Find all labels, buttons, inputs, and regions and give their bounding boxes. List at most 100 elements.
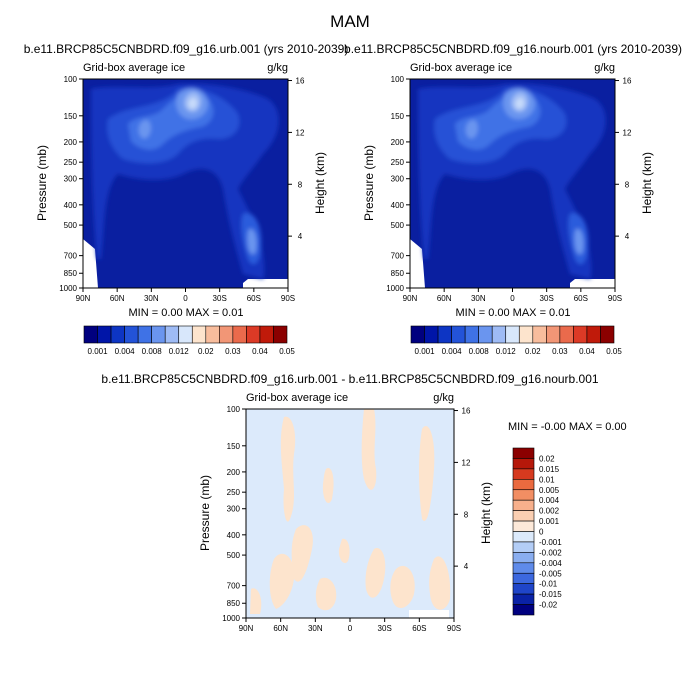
left-label-nourb: Grid-box average ice [410,62,512,74]
colorbar-box-nourb-1 [424,325,439,344]
colorbar-box-urb-5 [151,325,166,344]
colorbar-label-urb-0: 0.001 [88,347,109,356]
minmax-urb: MIN = 0.00 MAX = 0.01 [129,307,244,319]
y-tick-label-nourb-2: 200 [391,138,405,147]
h-tick-label-nourb-0: 16 [623,77,632,86]
x-tick-label-nourb-2: 30N [471,294,486,303]
y-tick-label-diff-3: 250 [227,488,241,497]
right-label-difference: g/kg [433,392,454,404]
y-tick-label-diff-4: 300 [227,505,241,514]
colorbar-box-diff-1 [512,458,535,470]
y-tick-label-nourb-9: 1000 [386,284,404,293]
y-tick-label-nourb-5: 400 [391,201,405,210]
y-tick-label-nourb-1: 150 [391,112,405,121]
colorbar-label-urb-5: 0.03 [225,347,241,356]
panel-difference: b.e11.BRCP85C5CNBDRD.f09_g16.urb.001 - b… [101,372,626,633]
colorbar-label-nourb-2: 0.008 [469,347,490,356]
colorbar-label-nourb-3: 0.012 [496,347,517,356]
right-label-nourb: g/kg [594,62,615,74]
y-tick-label-diff-7: 700 [227,582,241,591]
diff-positive-patches [250,409,451,614]
colorbar-nourb: 0.001 0.004 0.008 0.012 0.02 0.03 0.04 0.05 [410,325,622,356]
colorbar-box-urb-14 [273,325,288,344]
colorbar-box-urb-12 [246,325,261,344]
colorbar-label-diff-6: 0.001 [539,517,560,526]
colorbar-label-diff-7: 0 [539,528,544,537]
colorbar-box-diff-12 [512,572,535,584]
colorbar-label-diff-9: -0.002 [539,548,562,557]
colorbar-box-diff-8 [512,531,535,543]
ylabel-right-difference: Height (km) [479,482,493,544]
colorbar-box-nourb-7 [505,325,520,344]
h-tick-label-nourb-1: 12 [623,128,632,137]
colorbar-box-diff-7 [512,520,535,532]
x-tick-label-diff-3: 0 [348,624,353,633]
colorbar-box-urb-1 [97,325,112,344]
h-tick-label-diff-3: 4 [464,562,469,571]
colorbar-label-diff-11: -0.005 [539,569,562,578]
colorbar-box-urb-9 [205,325,220,344]
panel-title-difference: b.e11.BRCP85C5CNBDRD.f09_g16.urb.001 - b… [101,372,598,386]
y-tick-label-diff-1: 150 [227,442,241,451]
plot-area-urb [83,79,288,288]
x-tick-label-urb-0: 90N [76,294,91,303]
minmax-nourb: MIN = 0.00 MAX = 0.01 [456,307,571,319]
contour-7-nourb [465,119,478,139]
y-tick-label-urb-2: 200 [64,138,78,147]
y-tick-label-nourb-7: 700 [391,252,405,261]
colorbar-box-nourb-5 [478,325,493,344]
colorbar-box-nourb-2 [437,325,452,344]
colorbar-label-diff-5: 0.002 [539,507,560,516]
y-tick-label-urb-7: 700 [64,252,78,261]
ylabel-right-nourb: Height (km) [640,152,654,214]
axes-difference: 90N 60N 30N 0 30S 60S 90S 100 150 200 250 300 400 500… [222,405,471,633]
colorbar-box-nourb-0 [410,325,425,344]
x-tick-label-urb-2: 30N [144,294,159,303]
h-tick-label-urb-3: 4 [298,232,303,241]
colorbar-box-nourb-8 [518,325,534,344]
y-tick-label-urb-3: 250 [64,158,78,167]
y-tick-label-diff-0: 100 [227,405,241,414]
y-tick-label-nourb-0: 100 [391,75,405,84]
x-tick-label-diff-2: 30N [308,624,323,633]
colorbar-box-nourb-9 [532,325,547,344]
minmax-difference: MIN = -0.00 MAX = 0.00 [508,421,627,433]
colorbar-box-urb-3 [124,325,139,344]
colorbar-label-urb-3: 0.012 [169,347,190,356]
colorbar-box-urb-10 [219,325,234,344]
x-tick-label-diff-1: 60N [273,624,288,633]
x-tick-label-diff-5: 60S [412,624,426,633]
x-tick-label-urb-1: 60N [110,294,125,303]
colorbar-box-nourb-4 [464,325,479,344]
colorbar-box-nourb-11 [559,325,574,344]
y-tick-label-urb-1: 150 [64,112,78,121]
colorbar-label-urb-1: 0.004 [115,347,136,356]
colorbar-box-urb-2 [110,325,125,344]
y-tick-label-urb-6: 500 [64,221,78,230]
y-tick-label-nourb-6: 500 [391,221,405,230]
colorbar-box-diff-0 [512,447,535,459]
colorbar-box-diff-4 [512,489,535,501]
colorbar-box-urb-4 [137,325,152,344]
h-tick-label-diff-0: 16 [462,407,471,416]
y-tick-label-diff-8: 850 [227,599,241,608]
colorbar-box-nourb-12 [573,325,588,344]
h-tick-label-urb-0: 16 [296,77,305,86]
x-tick-label-urb-4: 30S [213,294,227,303]
y-tick-label-urb-0: 100 [64,75,78,84]
y-tick-label-diff-5: 400 [227,531,241,540]
colorbar-label-diff-10: -0.004 [539,559,562,568]
colorbar-label-nourb-0: 0.001 [415,347,436,356]
y-tick-label-urb-4: 300 [64,175,78,184]
colorbar-box-nourb-13 [586,325,601,344]
x-tick-label-nourb-5: 60S [574,294,588,303]
colorbar-label-nourb-6: 0.04 [579,347,595,356]
y-tick-label-urb-9: 1000 [59,284,77,293]
x-tick-label-diff-0: 90N [239,624,254,633]
colorbar-box-diff-14 [512,593,535,605]
panel-nourb: b.e11.BRCP85C5CNBDRD.f09_g16.nourb.001 (… [344,42,682,356]
panel-title-urb: b.e11.BRCP85C5CNBDRD.f09_g16.urb.001 (yr… [24,42,349,56]
ylabel-difference: Pressure (mb) [198,475,212,551]
